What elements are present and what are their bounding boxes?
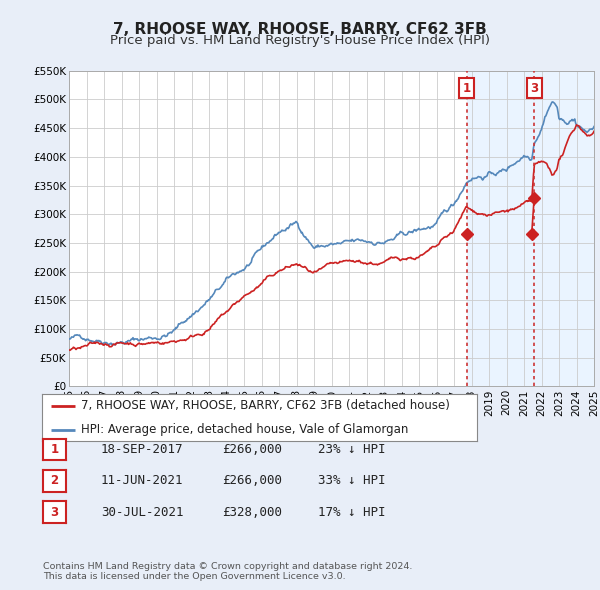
Bar [467, 71, 594, 386]
Text: 1: 1 [463, 81, 470, 94]
Text: 1: 1 [50, 443, 59, 456]
Text: Contains HM Land Registry data © Crown copyright and database right 2024.
This d: Contains HM Land Registry data © Crown c… [43, 562, 413, 581]
Text: 17% ↓ HPI: 17% ↓ HPI [318, 506, 386, 519]
Text: 23% ↓ HPI: 23% ↓ HPI [318, 443, 386, 456]
Text: 7, RHOOSE WAY, RHOOSE, BARRY, CF62 3FB (detached house): 7, RHOOSE WAY, RHOOSE, BARRY, CF62 3FB (… [81, 399, 450, 412]
Text: £266,000: £266,000 [222, 443, 282, 456]
Text: 2: 2 [50, 474, 59, 487]
Text: 18-SEP-2017: 18-SEP-2017 [101, 443, 184, 456]
Text: 11-JUN-2021: 11-JUN-2021 [101, 474, 184, 487]
Text: 3: 3 [50, 506, 59, 519]
Text: HPI: Average price, detached house, Vale of Glamorgan: HPI: Average price, detached house, Vale… [81, 423, 409, 436]
Text: 33% ↓ HPI: 33% ↓ HPI [318, 474, 386, 487]
Text: 7, RHOOSE WAY, RHOOSE, BARRY, CF62 3FB: 7, RHOOSE WAY, RHOOSE, BARRY, CF62 3FB [113, 22, 487, 37]
Text: £266,000: £266,000 [222, 474, 282, 487]
Text: £328,000: £328,000 [222, 506, 282, 519]
Text: Price paid vs. HM Land Registry's House Price Index (HPI): Price paid vs. HM Land Registry's House … [110, 34, 490, 47]
Text: 3: 3 [530, 81, 538, 94]
Text: 30-JUL-2021: 30-JUL-2021 [101, 506, 184, 519]
